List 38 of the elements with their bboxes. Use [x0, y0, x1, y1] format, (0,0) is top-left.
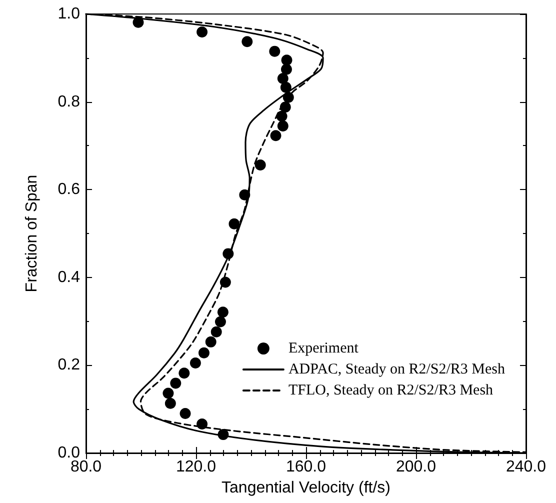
point: [162, 388, 174, 399]
point: [277, 120, 288, 132]
point: [280, 82, 292, 93]
point: [270, 130, 282, 142]
point: [281, 54, 292, 66]
y-axis-title: Fraction of Span: [24, 174, 40, 292]
legend-label: TFLO, Steady on R2/S2/R3 Mesh: [288, 382, 494, 398]
y-tick-label: 0.0: [58, 444, 80, 462]
x-tick-label: 240.0: [506, 458, 546, 476]
point: [205, 336, 216, 348]
point: [277, 73, 288, 84]
point: [190, 358, 201, 368]
point: [254, 160, 266, 171]
legend-label: Experiment: [288, 340, 360, 356]
point: [280, 64, 292, 75]
point: [210, 326, 222, 338]
point: [198, 347, 210, 358]
y-tick-label: 0.8: [58, 93, 80, 110]
y-tick-label: 1.0: [58, 6, 80, 22]
point: [180, 408, 191, 419]
y-tick-label: 0.2: [58, 356, 80, 374]
point: [214, 316, 226, 328]
legend-label: ADPAC, Steady on R2/S2/R3 Mesh: [288, 362, 506, 378]
point: [228, 218, 240, 230]
x-axis-title: Tangential Velocity (ft/s): [222, 479, 390, 496]
point: [164, 398, 176, 409]
x-tick-label: 160.0: [286, 458, 326, 476]
point: [217, 306, 228, 318]
x-tick-label: 80.0: [70, 458, 102, 476]
y-tick-label: 0.4: [58, 268, 80, 286]
point: [242, 36, 253, 48]
point: [170, 378, 182, 389]
point: [196, 26, 208, 38]
x-tick-label: 200.0: [396, 458, 436, 476]
point: [178, 368, 190, 379]
x-tick-label: 120.0: [176, 458, 216, 476]
y-tick-label: 0.6: [58, 181, 80, 198]
point: [269, 46, 280, 57]
